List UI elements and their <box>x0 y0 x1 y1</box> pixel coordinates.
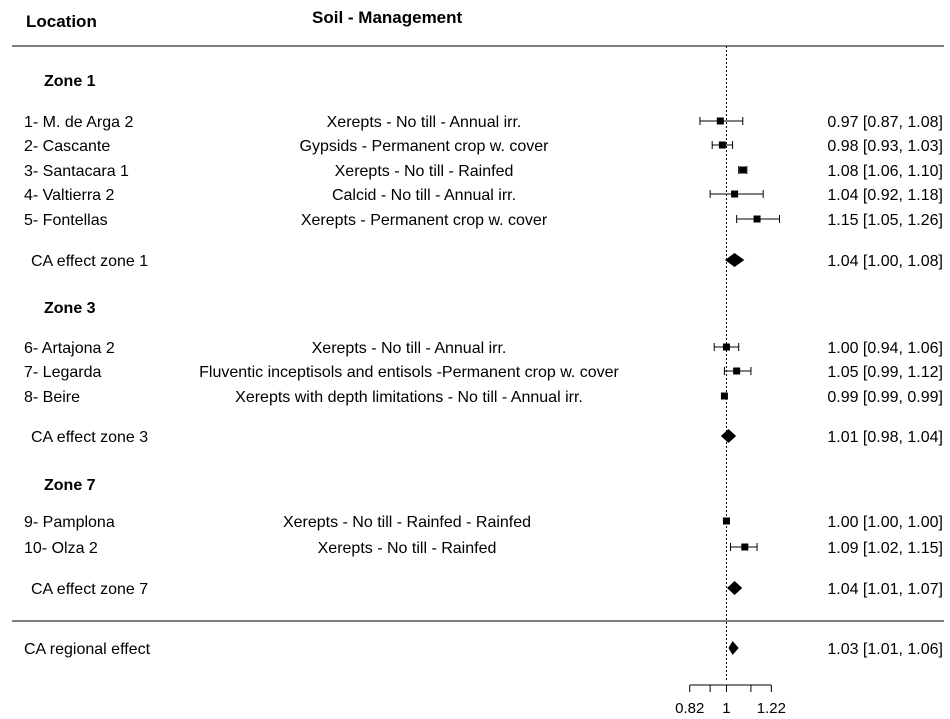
point-estimate <box>716 117 724 125</box>
effect-label: 1.05 [0.99, 1.12] <box>827 364 943 381</box>
soil-label: Xerepts - No till - Rainfed <box>335 163 514 180</box>
axis-tick-label: 1.22 <box>757 700 786 717</box>
summary-label: CA effect zone 3 <box>31 429 148 446</box>
effect-label: 1.00 [0.94, 1.06] <box>827 340 943 357</box>
header-location: Location <box>26 12 97 31</box>
location-label: 4- Valtierra 2 <box>24 187 115 204</box>
summary-diamond <box>720 429 737 443</box>
location-label: 2- Cascante <box>24 138 110 155</box>
location-label: 5- Fontellas <box>24 212 108 229</box>
effect-label: 0.98 [0.93, 1.03] <box>827 138 943 155</box>
point-estimate <box>722 343 730 351</box>
effect-label: 1.09 [1.02, 1.15] <box>827 540 943 557</box>
soil-label: Xerepts with depth limitations - No till… <box>235 389 583 406</box>
point-estimate <box>722 517 730 525</box>
location-label: 3- Santacara 1 <box>24 163 129 180</box>
point-estimate <box>718 141 726 149</box>
x-axis: 0.82 1 1.22 <box>675 684 786 717</box>
summary-effect-label: 1.01 [0.98, 1.04] <box>827 429 943 446</box>
axis-tick-label: 0.82 <box>675 700 704 717</box>
soil-label: Xerepts - No till - Rainfed <box>318 540 497 557</box>
effect-label: 1.15 [1.05, 1.26] <box>827 212 943 229</box>
overall-diamond <box>728 641 739 655</box>
soil-label: Xerepts - Permanent crop w. cover <box>301 212 548 229</box>
point-estimate <box>741 543 749 551</box>
overall-label: CA regional effect <box>24 641 151 658</box>
effect-label: 1.00 [1.00, 1.00] <box>827 514 943 531</box>
point-estimate <box>720 392 728 400</box>
soil-label: Xerepts - No till - Rainfed - Rainfed <box>283 514 531 531</box>
location-label: 6- Artajona 2 <box>24 340 115 357</box>
location-label: 10- Olza 2 <box>24 540 98 557</box>
soil-label: Gypsids - Permanent crop w. cover <box>300 138 550 155</box>
location-label: 9- Pamplona <box>24 514 115 531</box>
location-label: 8- Beire <box>24 389 80 406</box>
soil-label: Xerepts - No till - Annual irr. <box>327 114 522 131</box>
rows-layer: Zone 1 1- M. de Arga 2 Xerepts - No till -… <box>24 46 943 682</box>
summary-effect-label: 1.04 [1.00, 1.08] <box>827 253 943 270</box>
point-estimate <box>733 367 741 375</box>
summary-diamond <box>726 581 743 595</box>
summary-label: CA effect zone 7 <box>31 581 148 598</box>
location-label: 1- M. de Arga 2 <box>24 114 133 131</box>
header-soil-management: Soil - Management <box>312 8 463 27</box>
summary-label: CA effect zone 1 <box>31 253 148 270</box>
summary-effect-label: 1.04 [1.01, 1.07] <box>827 581 943 598</box>
zone-heading: Zone 7 <box>44 477 96 494</box>
point-estimate <box>739 166 747 174</box>
summary-diamond <box>724 253 745 267</box>
effect-label: 1.08 [1.06, 1.10] <box>827 163 943 180</box>
soil-label: Fluventic inceptisols and entisols -Perm… <box>199 364 619 381</box>
point-estimate <box>753 215 761 223</box>
point-estimate <box>731 190 739 198</box>
overall-effect-label: 1.03 [1.01, 1.06] <box>827 641 943 658</box>
axis-tick-label: 1 <box>722 700 730 717</box>
location-label: 7- Legarda <box>24 364 101 381</box>
effect-label: 1.04 [0.92, 1.18] <box>827 187 943 204</box>
soil-label: Xerepts - No till - Annual irr. <box>312 340 507 357</box>
effect-label: 0.97 [0.87, 1.08] <box>827 114 943 131</box>
soil-label: Calcid - No till - Annual irr. <box>332 187 516 204</box>
zone-heading: Zone 3 <box>44 300 96 317</box>
effect-label: 0.99 [0.99, 0.99] <box>827 389 943 406</box>
zone-heading: Zone 1 <box>44 73 96 90</box>
